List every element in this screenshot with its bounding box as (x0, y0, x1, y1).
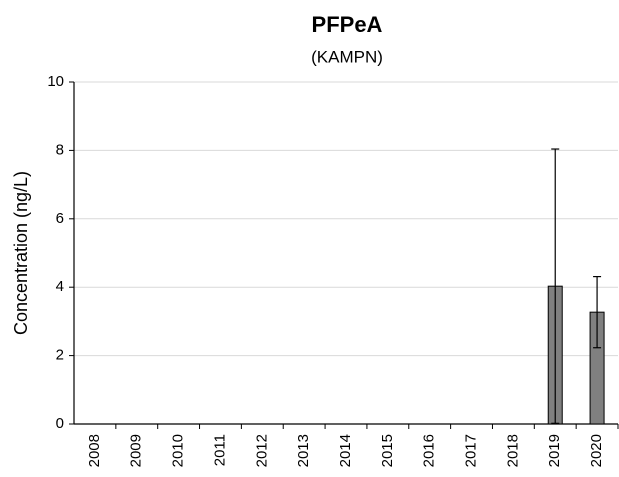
y-tick-label: 6 (56, 210, 64, 227)
x-tick-label: 2016 (421, 434, 438, 467)
chart-title: PFPeA (312, 12, 383, 37)
x-tick-label: 2010 (170, 434, 187, 467)
x-tick-label: 2019 (546, 434, 563, 467)
x-tick-label: 2014 (337, 434, 354, 467)
y-tick-label: 4 (56, 278, 64, 295)
x-tick-label: 2012 (253, 434, 270, 467)
y-tick-label: 2 (56, 347, 64, 364)
y-tick-label: 10 (47, 73, 64, 90)
x-tick-label: 2008 (86, 434, 103, 467)
chart-subtitle: (KAMPN) (311, 47, 383, 66)
y-tick-label: 0 (56, 415, 64, 432)
x-tick-label: 2011 (211, 434, 228, 466)
error-bar (593, 275, 602, 349)
x-tick-label: 2013 (295, 434, 312, 467)
y-tick-label: 8 (56, 141, 64, 158)
x-tick-label: 2009 (128, 434, 145, 467)
y-axis-label: Concentration (ng/L) (11, 171, 31, 335)
x-tick-label: 2018 (504, 434, 521, 467)
error-bar (551, 148, 560, 424)
x-tick-label: 2017 (463, 434, 480, 467)
x-tick-label: 2015 (379, 434, 396, 467)
x-tick-label: 2020 (588, 434, 605, 467)
